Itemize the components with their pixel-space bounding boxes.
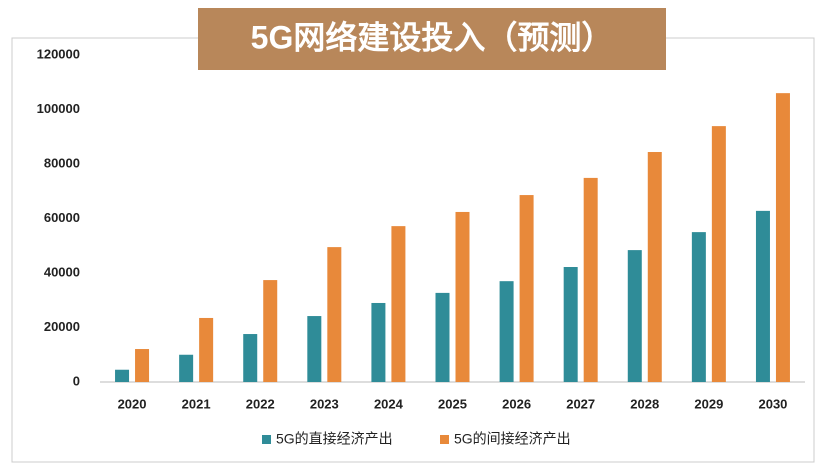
y-tick-label: 120000 [37, 46, 80, 61]
bar [391, 226, 406, 382]
bar [499, 281, 514, 382]
bar [307, 316, 322, 382]
y-tick-label: 80000 [44, 155, 80, 170]
legend-label: 5G的间接经济产出 [454, 431, 571, 447]
bar [711, 126, 726, 382]
legend-swatch [440, 435, 449, 444]
y-tick-label: 0 [73, 373, 80, 388]
legend-swatch [262, 435, 271, 444]
x-tick-label: 2021 [182, 396, 211, 411]
bar [243, 334, 258, 382]
x-tick-label: 2028 [630, 396, 659, 411]
bar [435, 292, 450, 382]
x-tick-label: 2027 [566, 396, 595, 411]
y-tick-label: 40000 [44, 264, 80, 279]
bar [583, 177, 598, 382]
bar [519, 195, 534, 382]
title-box [198, 8, 666, 70]
y-tick-label: 20000 [44, 319, 80, 334]
y-tick-label: 100000 [37, 101, 80, 116]
x-tick-label: 2022 [246, 396, 275, 411]
x-tick-label: 2029 [694, 396, 723, 411]
x-tick-label: 2026 [502, 396, 531, 411]
bar [691, 232, 706, 382]
bar [327, 247, 342, 382]
x-tick-label: 2024 [374, 396, 404, 411]
bar [179, 354, 194, 382]
bar [199, 317, 214, 382]
bar [135, 349, 150, 382]
bar [263, 280, 278, 382]
bar [775, 93, 790, 383]
x-tick-label: 2023 [310, 396, 339, 411]
bar [371, 302, 386, 382]
legend-label: 5G的直接经济产出 [276, 431, 393, 447]
bar [755, 210, 770, 382]
x-tick-label: 2025 [438, 396, 467, 411]
bar [455, 211, 470, 382]
y-tick-label: 60000 [44, 210, 80, 225]
bar [647, 152, 662, 382]
x-tick-label: 2030 [758, 396, 787, 411]
x-tick-label: 2020 [118, 396, 147, 411]
chart-title: 5G网络建设投入（预测） [251, 19, 614, 55]
bar [627, 250, 642, 382]
bar [563, 267, 578, 382]
bar [115, 369, 130, 382]
chart-frame [11, 37, 815, 463]
